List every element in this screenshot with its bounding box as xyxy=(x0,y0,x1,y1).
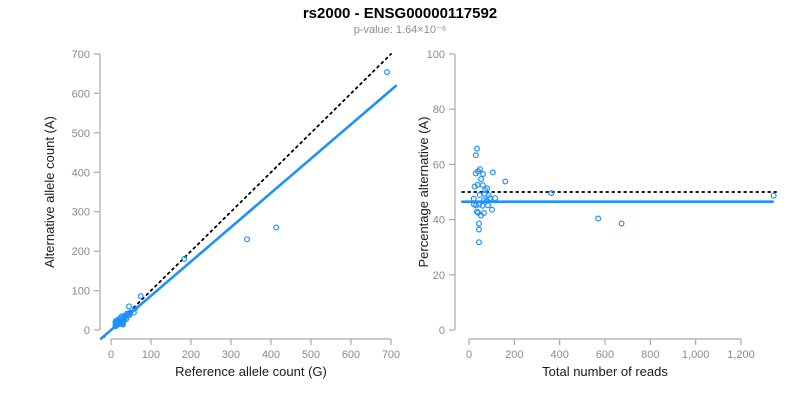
scatter-point xyxy=(489,169,496,176)
scatter-point xyxy=(479,202,486,209)
pvalue-subtitle: p-value: 1.64×10⁻⁶ xyxy=(353,24,447,36)
scatter-point xyxy=(484,185,491,192)
left-yaxis-label: Alternative allele count (A) xyxy=(42,116,57,268)
x-tick-label: 700 xyxy=(382,349,400,361)
x-tick-label: 500 xyxy=(302,349,320,361)
y-tick-label: 20 xyxy=(433,270,445,282)
scatter-point xyxy=(471,183,478,190)
scatter-point xyxy=(384,69,391,76)
scatter-point xyxy=(502,178,509,185)
scatter-point xyxy=(472,152,479,159)
scatter-point xyxy=(475,220,482,227)
y-tick-label: 500 xyxy=(72,128,90,140)
scatter-point xyxy=(137,293,144,300)
x-tick-label: 100 xyxy=(142,349,160,361)
scatter-point xyxy=(130,309,137,316)
x-tick-label: 200 xyxy=(505,349,523,361)
y-tick-label: 100 xyxy=(72,286,90,298)
scatter-point xyxy=(119,320,126,327)
scatter-point xyxy=(595,215,602,222)
scatter-point xyxy=(478,176,485,183)
y-tick-label: 200 xyxy=(72,246,90,258)
scatter-point xyxy=(480,197,487,204)
percentage-panel: 0 20 40 60 80 100 0 200 400 600 800 1,000 1,200 xyxy=(427,49,778,361)
x-tick-label: 600 xyxy=(596,349,614,361)
y-tick-label: 300 xyxy=(72,207,90,219)
x-tick-label: 300 xyxy=(222,349,240,361)
y-tick-label: 60 xyxy=(433,159,445,171)
scatter-point xyxy=(475,168,482,175)
scatter-point xyxy=(115,321,122,328)
scatter-point xyxy=(244,236,251,243)
scatter-point xyxy=(488,206,495,213)
identity-line xyxy=(102,53,392,338)
scatter-point xyxy=(181,256,188,263)
scatter-point xyxy=(475,226,482,233)
scatter-point xyxy=(470,195,477,202)
right-xaxis-label: Total number of reads xyxy=(542,364,668,379)
scatter-point xyxy=(475,239,482,246)
y-tick-label: 700 xyxy=(72,49,90,61)
y-tick-label: 0 xyxy=(84,325,90,337)
x-tick-label: 800 xyxy=(641,349,659,361)
x-tick-label: 0 xyxy=(108,349,114,361)
x-tick-label: 1,200 xyxy=(727,349,755,361)
scatter-point xyxy=(618,220,625,227)
y-tick-label: 0 xyxy=(439,325,445,337)
y-tick-label: 40 xyxy=(433,215,445,227)
scatter-point xyxy=(126,312,133,319)
x-tick-label: 400 xyxy=(262,349,280,361)
scatter-point xyxy=(473,208,480,215)
scatter-point xyxy=(473,145,480,152)
y-tick-label: 100 xyxy=(427,49,445,61)
y-tick-label: 600 xyxy=(72,88,90,100)
left-xaxis-label: Reference allele count (G) xyxy=(175,364,327,379)
y-tick-label: 400 xyxy=(72,167,90,179)
allele-count-panel: 0 100 200 300 400 500 600 700 0 100 200 300 400 500 60… xyxy=(72,49,401,361)
scatter-point xyxy=(479,182,486,189)
scatter-point xyxy=(485,202,492,209)
x-tick-label: 0 xyxy=(466,349,472,361)
fit-line xyxy=(99,84,398,340)
scatter-point xyxy=(476,192,483,199)
y-tick-label: 80 xyxy=(433,104,445,116)
scatter-point xyxy=(470,201,477,208)
scatter-point xyxy=(125,303,132,310)
right-yaxis-label: Percentage alternative (A) xyxy=(416,116,431,268)
scatter-point xyxy=(119,321,126,328)
x-tick-label: 200 xyxy=(182,349,200,361)
scatter-point xyxy=(478,212,485,219)
scatter-point xyxy=(480,171,487,178)
x-tick-label: 1,000 xyxy=(682,349,710,361)
x-tick-label: 400 xyxy=(550,349,568,361)
x-tick-label: 600 xyxy=(342,349,360,361)
chart-title: rs2000 - ENSG00000117592 xyxy=(302,5,498,22)
scatter-point xyxy=(548,190,555,197)
scatter-point xyxy=(492,195,499,202)
scatter-point xyxy=(770,192,777,199)
scatter-point xyxy=(273,224,280,231)
